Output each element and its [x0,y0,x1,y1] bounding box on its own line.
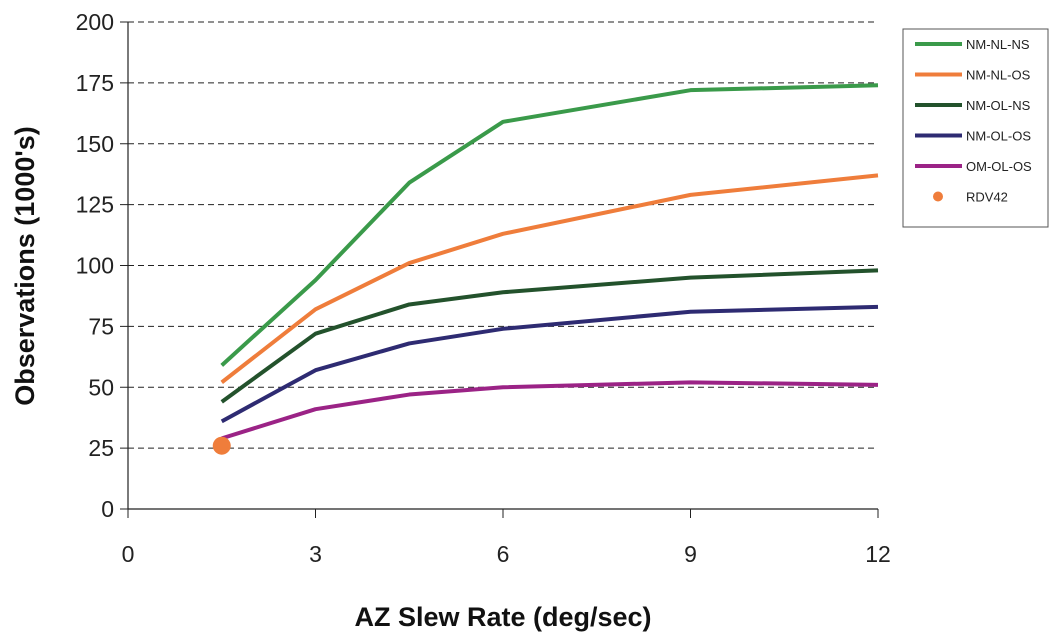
legend-label: NM-NL-NS [966,37,1030,52]
y-tick-label: 150 [76,131,114,157]
x-tick-label: 12 [865,541,891,567]
y-tick-label: 100 [76,253,114,279]
series-line-om-ol-os [221,380,879,441]
y-tick-label: 0 [101,496,114,522]
x-tick-label: 3 [309,541,322,567]
axes: 0 25 50 75 100 125 150 175 200 0 3 6 9 12 [76,9,891,567]
data-point-rdv42 [212,436,231,455]
y-tick-label: 50 [88,374,114,400]
y-tick-label: 75 [88,313,114,339]
legend-label: NM-OL-NS [966,98,1031,113]
y-tick-label: 175 [76,70,114,96]
x-tick-label: 9 [684,541,697,567]
legend-box [902,28,1049,228]
legend-label: NM-NL-OS [966,68,1031,83]
y-tick-label: 25 [88,435,114,461]
x-tick-label: 0 [122,541,135,567]
x-axis-title: AZ Slew Rate (deg/sec) [354,602,651,632]
legend-marker [933,191,943,202]
legend-label: RDV42 [966,190,1008,205]
y-axis-title: Observations (1000's) [10,126,40,406]
gridlines [128,21,878,449]
legend-label: NM-OL-OS [966,129,1031,144]
series-line-nm-nl-ns [220,83,879,367]
x-tick-label: 6 [497,541,510,567]
legend-label: OM-OL-OS [966,159,1032,174]
legend: NM-NL-NS NM-NL-OS NM-OL-NS NM-OL-OS OM-OL-OS… [902,28,1049,228]
series-line-nm-ol-ns [220,268,879,404]
y-tick-label: 125 [76,192,114,218]
series-line-nm-ol-os [220,304,879,424]
series-line-nm-nl-os [220,173,879,384]
data-points [212,436,231,455]
y-tick-label: 200 [76,9,114,35]
series-lines [220,83,879,441]
